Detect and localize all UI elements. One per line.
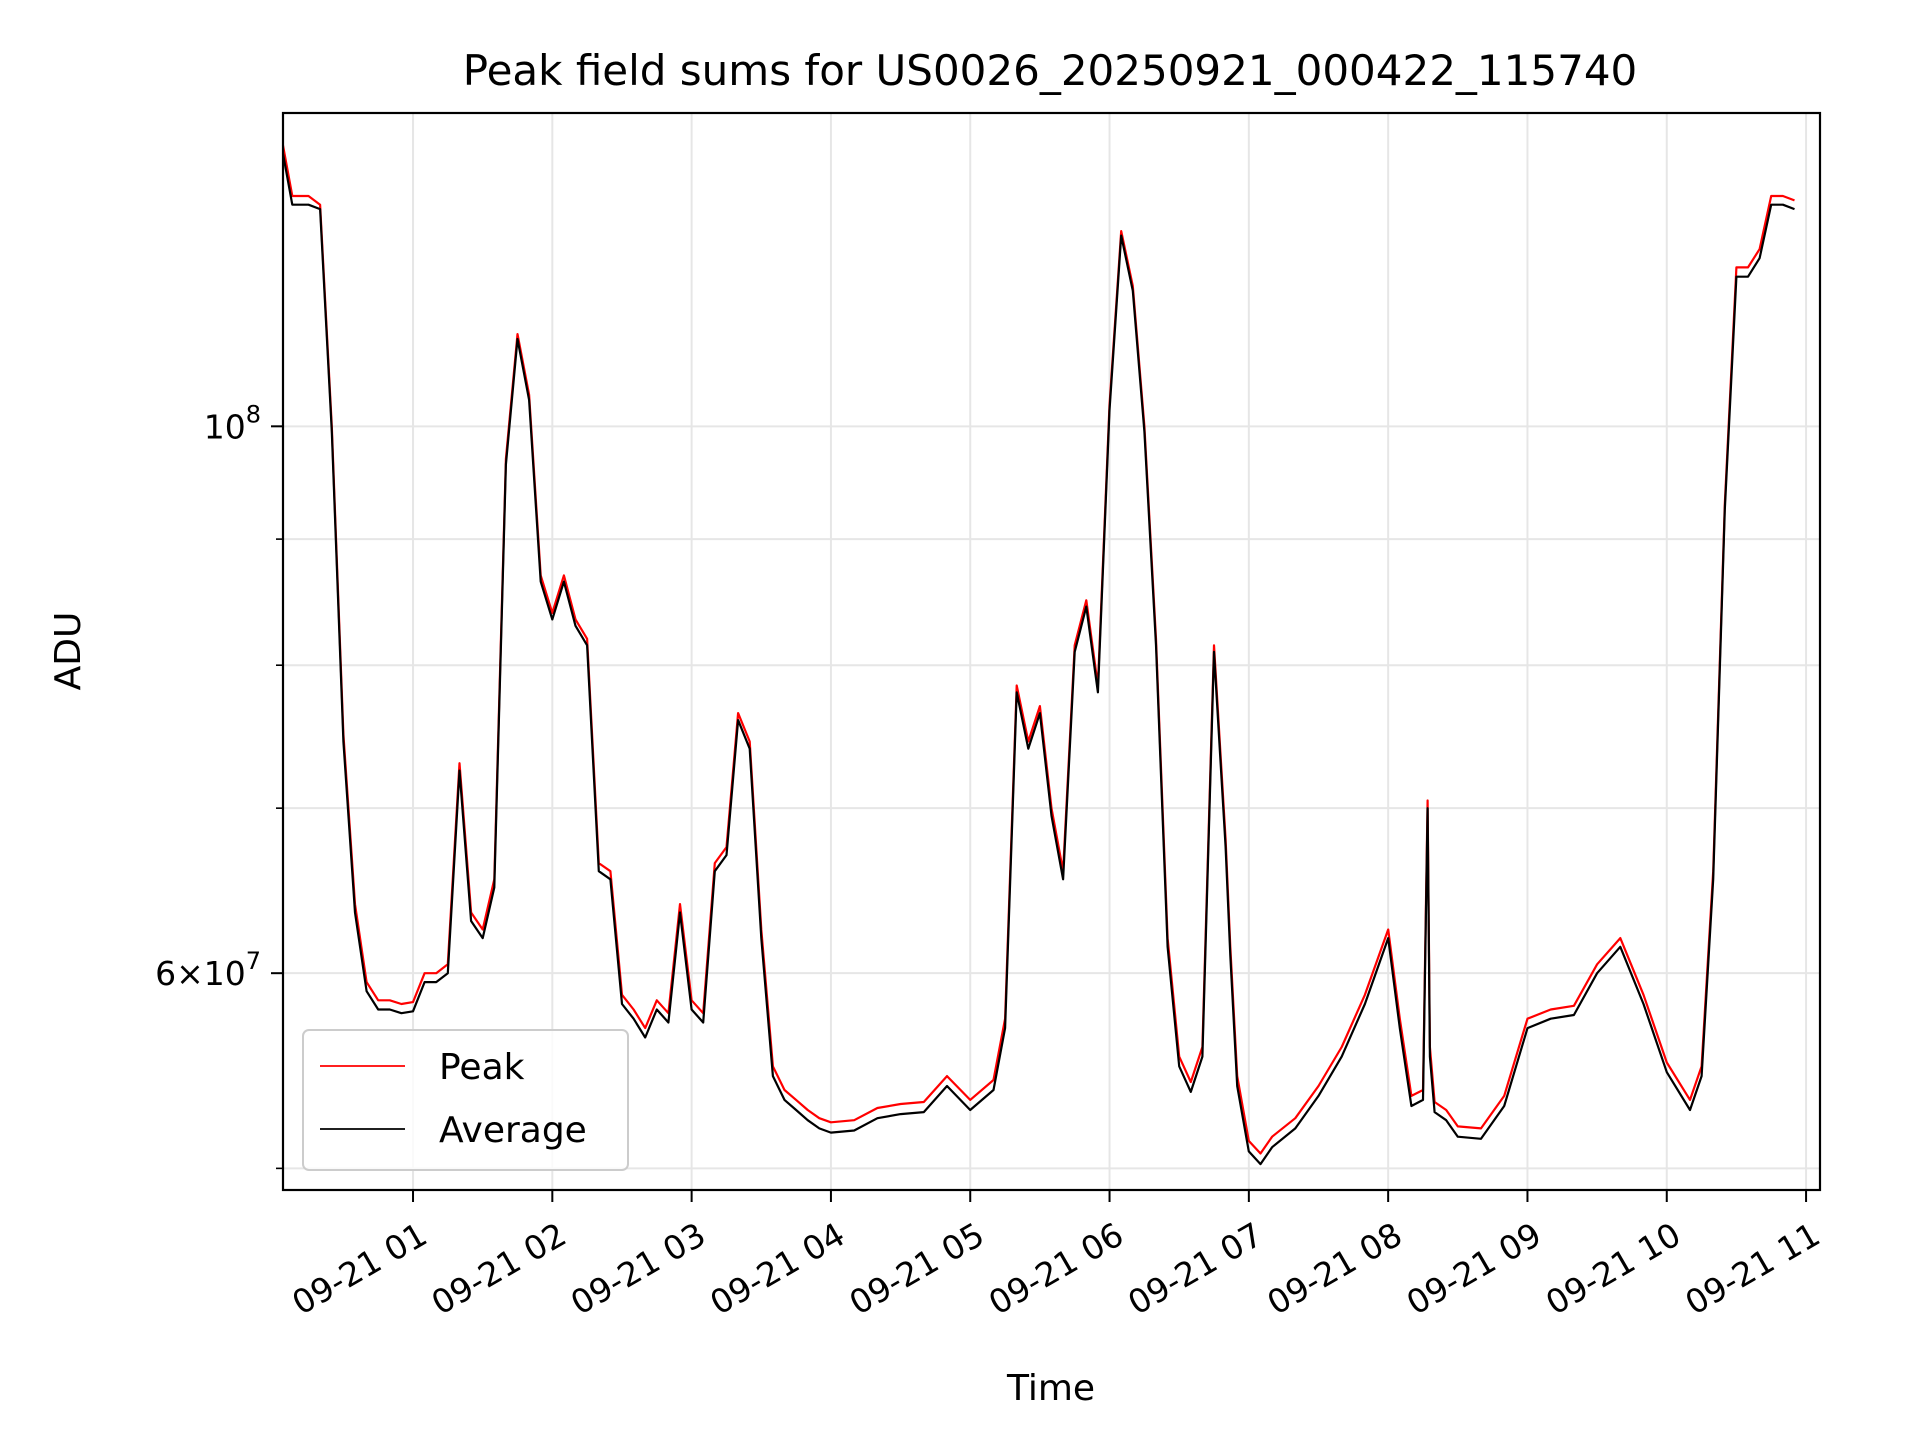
series-layer	[281, 145, 1795, 1166]
chart-title: Peak field sums for US0026_20250921_0004…	[463, 46, 1638, 95]
y-tick-times: ×	[176, 954, 204, 993]
y-tick-label: 6×107	[155, 947, 261, 993]
series-line-average	[281, 153, 1795, 1166]
y-tick-base: 10	[204, 954, 246, 993]
legend-label-peak: Peak	[439, 1047, 525, 1088]
plot-area	[281, 111, 1822, 1192]
legend-label-average: Average	[439, 1110, 587, 1151]
y-tick-label: 108	[204, 400, 261, 446]
y-axis-label: ADU	[48, 612, 89, 691]
grid	[283, 113, 1820, 1190]
plot-background	[283, 113, 1820, 1190]
legend-box	[302, 1029, 629, 1171]
plot-frame	[281, 111, 1822, 1192]
legend: Peak Average	[302, 1029, 629, 1171]
y-tick-exponent: 7	[246, 947, 261, 975]
y-tick-mantissa: 6	[155, 954, 176, 993]
x-axis-label: Time	[1006, 1368, 1095, 1409]
y-tick-base: 10	[204, 407, 246, 446]
y-tick-exponent: 8	[246, 400, 261, 428]
